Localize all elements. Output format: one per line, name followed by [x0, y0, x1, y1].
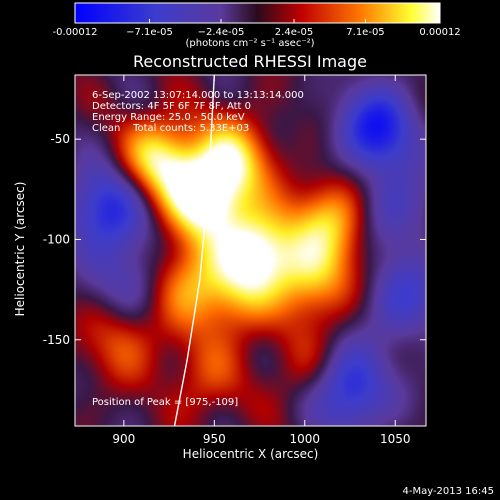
heatmap-image — [75, 75, 426, 426]
colorbar-title: (photons cm⁻² s⁻¹ asec⁻²) — [185, 38, 315, 49]
colorbar-tick-label: 0.00012 — [419, 27, 460, 38]
x-tick-label: 1050 — [380, 432, 411, 446]
x-axis-label: Heliocentric X (arcsec) — [182, 447, 319, 461]
x-tick-label: 1000 — [290, 432, 321, 446]
detectors-label: Detectors: 4F 5F 6F 7F 8F, Att 0 — [92, 101, 252, 112]
chart-title: Reconstructed RHESSI Image — [133, 52, 367, 71]
y-tick-label: -50 — [50, 132, 70, 146]
colorbar-tick-label: −7.1e-05 — [126, 27, 173, 38]
y-axis-label: Heliocentric Y (arcsec) — [13, 181, 27, 317]
colorbar-tick-label: −2.4e-05 — [198, 27, 245, 38]
peak-position-label: Position of Peak = [975,-109] — [92, 397, 239, 408]
colorbar — [74, 2, 441, 24]
timestamp-footer: 4-May-2013 16:45 — [402, 486, 494, 497]
x-tick-label: 950 — [203, 432, 226, 446]
energy-range-label: Energy Range: 25.0 - 50.0 keV — [92, 112, 245, 123]
colorbar-tick-label: 7.1e-05 — [346, 27, 384, 38]
solar-limb-curve — [173, 75, 216, 426]
colorbar-ticks: -0.00012 −7.1e-05 −2.4e-05 2.4e-05 7.1e-05 0.… — [53, 19, 461, 38]
colorbar-tick-label: 2.4e-05 — [275, 27, 313, 38]
axis-ticks: 900 950 1000 1050 -50 -100 -150 — [43, 75, 426, 446]
x-tick-label: 900 — [112, 432, 135, 446]
total-counts-label: Clean Total counts: 5.33E+03 — [92, 123, 250, 134]
y-tick-label: -100 — [43, 232, 70, 246]
colorbar-tick-label: -0.00012 — [53, 27, 98, 38]
plot-frame — [74, 74, 427, 427]
y-tick-label: -150 — [43, 333, 70, 347]
time-range-label: 6-Sep-2002 13:07:14.000 to 13:13:14.000 — [92, 90, 304, 101]
